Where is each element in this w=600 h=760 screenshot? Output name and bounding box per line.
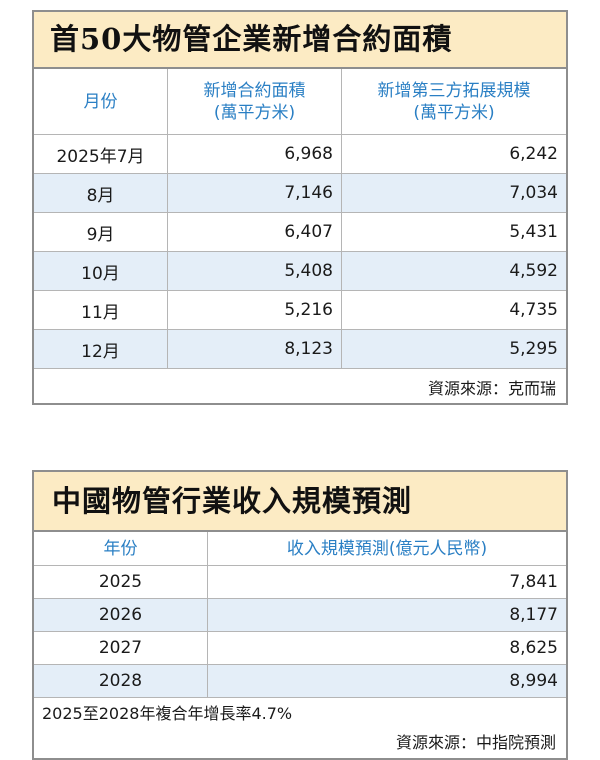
month-cell: 11月	[34, 291, 168, 329]
table1-header-row: 月份 新增合約面積 (萬平方米) 新增第三方拓展規模 (萬平方米)	[34, 69, 566, 135]
header-contract-area-label: 新增合約面積	[203, 80, 306, 101]
year-cell: 2026	[34, 599, 208, 631]
header-month: 月份	[34, 69, 168, 134]
header-third-party-unit: (萬平方米)	[413, 102, 495, 123]
table2-source: 資源來源：中指院預測	[395, 733, 556, 752]
contract-cell: 7,146	[168, 174, 342, 212]
month-cell: 9月	[34, 213, 168, 251]
cagr-note: 2025至2028年複合年增長率4.7%	[42, 704, 293, 723]
header-contract-area-unit: (萬平方米)	[213, 102, 296, 123]
table1-source: 資源來源：克而瑞	[427, 379, 556, 398]
table-row: 9月 6,407 5,431	[34, 213, 566, 252]
month-cell: 10月	[34, 252, 168, 290]
third-party-cell: 4,735	[509, 300, 558, 320]
contract-cell: 6,407	[168, 213, 342, 251]
third-party-cell: 7,034	[509, 183, 558, 203]
contract-cell: 5,408	[168, 252, 342, 290]
table-row: 11月 5,216 4,735	[34, 291, 566, 330]
header-third-party-label: 新增第三方拓展規模	[377, 80, 531, 101]
third-party-cell: 5,295	[509, 339, 558, 359]
table1-title: 首50大物管企業新增合約面積	[34, 12, 566, 69]
month-cell: 12月	[34, 330, 168, 368]
revenue-cell: 7,841	[509, 572, 558, 592]
table-row: 8月 7,146 7,034	[34, 174, 566, 213]
contract-area-table: 首50大物管企業新增合約面積 月份 新增合約面積 (萬平方米) 新增第三方拓展規…	[32, 10, 568, 405]
header-month-label: 月份	[83, 91, 118, 112]
table-row: 2027 8,625	[34, 632, 566, 665]
contract-cell: 8,123	[168, 330, 342, 368]
header-year: 年份	[34, 532, 208, 565]
month-cell: 2025年7月	[34, 135, 168, 173]
table-row: 10月 5,408 4,592	[34, 252, 566, 291]
month-cell: 8月	[34, 174, 168, 212]
table-row: 2026 8,177	[34, 599, 566, 632]
header-contract-area: 新增合約面積 (萬平方米)	[168, 69, 342, 134]
third-party-cell: 4,592	[509, 261, 558, 281]
table2-header-row: 年份 收入規模預測(億元人民幣)	[34, 532, 566, 566]
header-revenue: 收入規模預測(億元人民幣)	[286, 538, 488, 559]
table-row: 2028 8,994	[34, 665, 566, 698]
contract-cell: 6,968	[168, 135, 342, 173]
year-cell: 2027	[34, 632, 208, 664]
contract-cell: 5,216	[168, 291, 342, 329]
year-cell: 2025	[34, 566, 208, 598]
revenue-cell: 8,994	[509, 671, 558, 691]
table2-title: 中國物管行業收入規模預測	[34, 472, 566, 532]
third-party-cell: 5,431	[509, 222, 558, 242]
year-cell: 2028	[34, 665, 208, 697]
revenue-cell: 8,625	[509, 638, 558, 658]
revenue-forecast-table: 中國物管行業收入規模預測 年份 收入規模預測(億元人民幣) 2025 7,841…	[32, 470, 568, 760]
table-row: 12月 8,123 5,295	[34, 330, 566, 369]
table-row: 2025 7,841	[34, 566, 566, 599]
third-party-cell: 6,242	[509, 144, 558, 164]
table-row: 2025年7月 6,968 6,242	[34, 135, 566, 174]
header-third-party: 新增第三方拓展規模 (萬平方米)	[342, 69, 566, 134]
revenue-cell: 8,177	[509, 605, 558, 625]
